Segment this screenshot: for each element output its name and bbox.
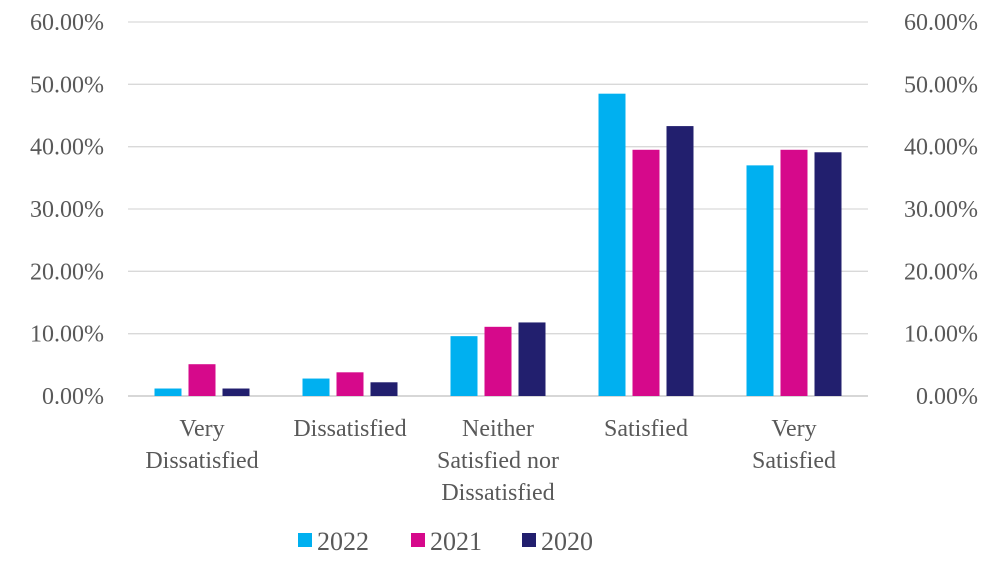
y-tick-label-right: 10.00%	[904, 322, 978, 348]
x-category-label-line: Very	[179, 416, 224, 442]
legend-swatch-2021	[411, 533, 425, 547]
legend-label: 2022	[317, 527, 369, 556]
legend-label: 2021	[430, 527, 482, 556]
legend: 2022 2021 2020	[298, 527, 593, 556]
y-tick-label-left: 30.00%	[30, 197, 104, 223]
y-tick-label-left: 10.00%	[30, 322, 104, 348]
bar-2022-1	[302, 378, 330, 396]
x-category-label-line: Very	[771, 416, 816, 442]
bar-2020-4	[814, 152, 842, 396]
y-tick-label-left: 60.00%	[30, 10, 104, 36]
legend-swatch-2020	[522, 533, 536, 547]
y-tick-label-right: 20.00%	[904, 259, 978, 285]
bar-2021-2	[484, 326, 512, 396]
y-tick-label-right: 60.00%	[904, 10, 978, 36]
x-category-label-line: Satisfied	[604, 416, 688, 442]
legend-label: 2020	[541, 527, 593, 556]
bar-2020-2	[518, 322, 546, 396]
x-category-label: Very Dissatisfied	[145, 416, 258, 474]
bar-2021-1	[336, 372, 364, 396]
bar-2021-0	[188, 364, 216, 396]
y-tick-label-right: 50.00%	[904, 72, 978, 98]
y-tick-label-right: 0.00%	[916, 384, 978, 410]
x-category-label-line: Satisfied	[752, 448, 836, 474]
bar-2021-3	[632, 149, 660, 396]
bar-2022-0	[154, 388, 182, 396]
x-category-label-line: Satisfied nor	[437, 448, 559, 474]
legend-swatch-2022	[298, 533, 312, 547]
bar-2022-3	[598, 93, 626, 396]
bar-2020-0	[222, 388, 250, 396]
x-category-label-line: Dissatisfied	[441, 480, 554, 506]
y-tick-label-left: 50.00%	[30, 72, 104, 98]
y-tick-label-left: 0.00%	[42, 384, 104, 410]
x-category-label-line: Dissatisfied	[293, 416, 406, 442]
x-category-label-line: Dissatisfied	[145, 448, 258, 474]
bar-2022-2	[450, 336, 478, 396]
bar-2022-4	[746, 165, 774, 396]
x-axis: Very Dissatisfied Dissatisfied Neither Satis…	[145, 416, 836, 506]
x-category-label: Very Satisfied	[752, 416, 836, 474]
left-y-axis: 0.00% 10.00% 20.00% 30.00% 40.00% 50.00% 60.00…	[30, 10, 104, 410]
y-tick-label-left: 20.00%	[30, 259, 104, 285]
bar-2020-1	[370, 382, 398, 396]
x-category-label: Neither Satisfied nor Dissatisfied	[437, 416, 559, 506]
bar-2021-4	[780, 149, 808, 396]
y-tick-label-right: 40.00%	[904, 135, 978, 161]
x-category-label: Dissatisfied	[293, 416, 406, 442]
y-tick-label-left: 40.00%	[30, 135, 104, 161]
bar-series	[154, 93, 842, 396]
x-category-label: Satisfied	[604, 416, 688, 442]
gridlines	[128, 21, 868, 397]
x-category-label-line: Neither	[462, 416, 534, 442]
y-tick-label-right: 30.00%	[904, 197, 978, 223]
bar-2020-3	[666, 126, 694, 396]
right-y-axis: 0.00% 10.00% 20.00% 30.00% 40.00% 50.00% 60.00…	[904, 10, 978, 410]
